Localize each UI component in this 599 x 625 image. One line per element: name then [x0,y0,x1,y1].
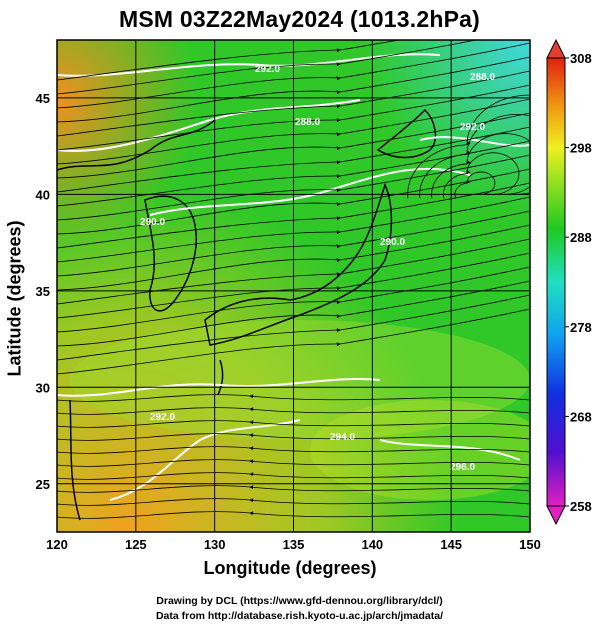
colorbar-tick-label: 268 [570,409,592,424]
x-tick-label: 120 [46,537,68,552]
contour-label: 288.0 [470,72,495,83]
colorbar: 308 298 288 278 268 258 [546,38,592,526]
x-axis-label: Longitude (degrees) [203,558,377,578]
contour-labels: 292.0 290.0 288.0 292.0 290.0 288.0 292.… [140,64,495,473]
streamline [57,511,530,519]
streamline [57,70,530,137]
colorbar-tick-label: 298 [570,141,592,156]
streamline [57,42,530,109]
streamline [57,498,530,506]
streamline [57,154,530,221]
streamline [57,472,530,480]
streamline [57,280,530,347]
streamline [57,252,530,319]
x-tick-label: 130 [204,537,226,552]
contour-label: 290.0 [140,217,165,228]
streamline [57,40,402,81]
x-tick-label: 135 [283,537,305,552]
contour-label: 288.0 [295,117,320,128]
y-tick-label: 45 [36,91,50,106]
streamline [57,84,530,151]
streamline [57,196,530,263]
y-tick-label: 25 [36,477,50,492]
streamline [57,266,530,333]
credit-drawing: Drawing by DCL (https://www.gfd-dennou.o… [156,595,443,607]
streamline [57,294,530,361]
streamline [57,394,530,402]
temperature-field [57,40,530,532]
streamline [57,182,530,249]
y-axis: 25 30 35 40 45 [36,91,50,492]
streamline [57,308,530,375]
streamline [57,420,530,428]
streamline [407,94,530,199]
streamline [57,224,530,291]
contour-label: 292.0 [255,64,280,75]
streamline [57,112,530,179]
contour-label: 296.0 [450,462,475,473]
streamline [57,126,530,193]
y-axis-label: Latitude (degrees) [4,220,25,377]
streamline [57,168,530,235]
contour-label: 292.0 [150,412,175,423]
x-tick-label: 145 [440,537,462,552]
streamline [431,133,530,199]
colorbar-tick-label: 278 [570,320,592,335]
plot-frame [56,39,531,533]
y-tick-label: 35 [36,284,50,299]
streamline [57,485,530,493]
streamline [57,210,530,277]
x-tick-label: 150 [519,537,541,552]
x-axis: 120 125 130 135 140 145 150 [46,537,541,552]
credit-data: Data from http://database.rish.kyoto-u.a… [155,610,444,622]
streamline [57,446,530,454]
streamline [57,433,530,441]
graticule [57,40,530,532]
contour-label: 292.0 [460,122,485,133]
contour-label: 290.0 [380,237,405,248]
streamline [57,407,530,415]
map-title: MSM 03Z22May2024 (1013.2hPa) [118,6,480,32]
contour-label: 294.0 [330,432,355,443]
streamline [57,40,479,95]
wind-streamlines [57,40,530,519]
colorbar-tick-label: 288 [570,230,592,245]
colorbar-ticks: 308 298 288 278 268 258 [565,51,592,514]
y-tick-label: 40 [36,187,50,202]
streamline [454,171,496,199]
streamline [57,98,530,165]
x-tick-label: 140 [361,537,383,552]
streamline [419,113,530,199]
y-tick-label: 30 [36,380,50,395]
streamline [57,56,530,123]
streamline [57,238,530,305]
x-tick-label: 125 [125,537,147,552]
streamline [57,459,530,467]
colorbar-tick-label: 308 [570,51,592,66]
colorbar-tick-label: 258 [570,499,592,514]
